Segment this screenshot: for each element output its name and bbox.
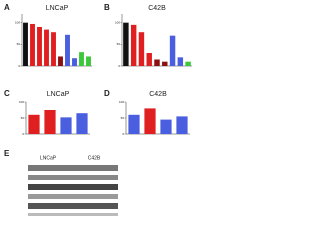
bar xyxy=(123,22,129,67)
y-tick-label: 100 xyxy=(19,100,24,104)
bar xyxy=(146,53,152,66)
bar xyxy=(185,61,191,66)
figure: E LNCaP C42B A LNCaP 0 50 100 B C42B 0 50 100 C LNC… xyxy=(4,3,192,216)
y-tick-label: 50 xyxy=(21,116,25,120)
bar xyxy=(79,52,84,66)
bar xyxy=(138,32,145,66)
lane-label: LNCaP xyxy=(40,155,57,161)
blot-bands xyxy=(28,165,118,216)
y-tick-label: 0 xyxy=(118,64,120,68)
bar xyxy=(177,57,184,66)
bar xyxy=(86,56,91,66)
lane-label: C42B xyxy=(88,155,101,161)
chart-title: C42B xyxy=(149,91,167,98)
bar xyxy=(162,61,168,66)
panel-label: A xyxy=(4,3,10,12)
bar xyxy=(72,58,77,66)
panel-label: B xyxy=(104,3,110,12)
y-tick-label: 0 xyxy=(122,132,124,136)
chart-title: LNCaP xyxy=(47,91,70,98)
y-tick-label: 100 xyxy=(15,20,20,24)
bar xyxy=(58,56,63,66)
chart-title: LNCaP xyxy=(46,5,69,12)
bar xyxy=(128,114,140,134)
y-tick-label: 0 xyxy=(18,64,20,68)
bar xyxy=(130,24,137,66)
bar xyxy=(144,108,156,134)
y-tick-label: 50 xyxy=(121,116,125,120)
bar xyxy=(51,32,56,66)
bar xyxy=(30,23,35,66)
panel-label: D xyxy=(104,89,110,98)
bar xyxy=(160,119,172,134)
bar xyxy=(60,117,72,134)
bar xyxy=(37,27,42,66)
bar xyxy=(169,35,176,66)
y-tick-label: 100 xyxy=(115,20,120,24)
panel-label: E xyxy=(4,149,10,158)
bar xyxy=(65,34,70,66)
chart-title: C42B xyxy=(148,5,166,12)
y-tick-label: 100 xyxy=(119,100,124,104)
bar xyxy=(176,116,188,134)
bar xyxy=(44,110,56,134)
bar xyxy=(44,29,49,67)
y-tick-label: 50 xyxy=(117,42,121,46)
panel-label: C xyxy=(4,89,10,98)
bar xyxy=(154,59,160,66)
y-tick-label: 0 xyxy=(22,132,24,136)
bar xyxy=(23,22,28,67)
bar xyxy=(28,114,40,134)
bar xyxy=(76,113,88,134)
y-tick-label: 50 xyxy=(17,42,21,46)
